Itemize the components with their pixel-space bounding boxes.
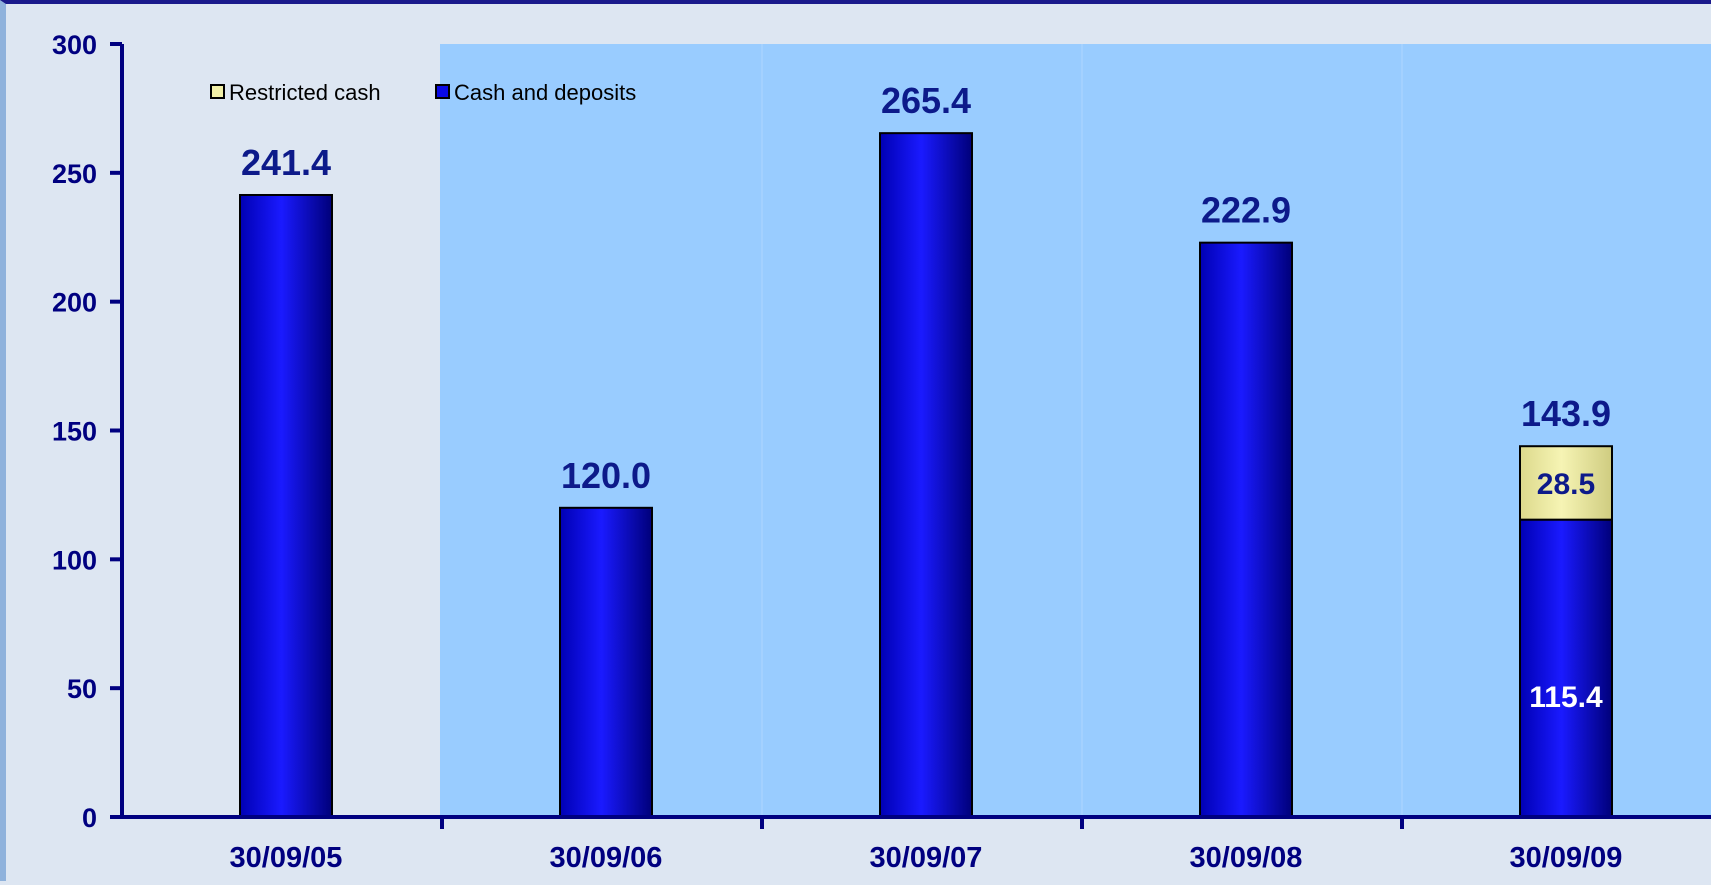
total-label: 265.4	[881, 80, 971, 121]
bar-cash-and-deposits-30/09/06	[559, 506, 653, 818]
legend-entry: Restricted cash	[229, 80, 381, 105]
bar-cash-and-deposits-30/09/09	[1519, 518, 1613, 818]
x-tick-label: 30/09/06	[550, 842, 663, 874]
y-tick-label: 300	[52, 30, 97, 60]
y-tick-label: 100	[52, 545, 97, 575]
x-tick-label: 30/09/09	[1510, 842, 1623, 874]
legend-swatch	[210, 84, 225, 99]
x-tick-label: 30/09/07	[870, 842, 983, 874]
total-label: 241.4	[241, 142, 331, 183]
legend-swatch	[435, 84, 450, 99]
total-label: 222.9	[1201, 190, 1291, 231]
y-tick-label: 250	[52, 159, 97, 189]
x-tick-label: 30/09/08	[1190, 842, 1303, 874]
bar-cash-and-deposits-30/09/07	[879, 132, 973, 819]
bar-cash-and-deposits-30/09/08	[1199, 241, 1293, 818]
total-label: 120.0	[561, 455, 651, 496]
y-tick-label: 200	[52, 288, 97, 318]
segment-value-label: 115.4	[1529, 681, 1603, 714]
y-tick-label: 150	[52, 417, 97, 447]
y-tick-label: 0	[82, 803, 97, 833]
bar-chart: 241.4 30/09/05 120.0 30/09/06 265.4 30/09/07 2…	[52, 30, 1711, 874]
segment-value-label: 28.5	[1537, 468, 1595, 501]
bar-cash-and-deposits-30/09/05	[239, 193, 333, 818]
y-tick-label: 50	[67, 674, 97, 704]
bar-restricted-cash-30/09/09	[1519, 445, 1613, 521]
total-label: 143.9	[1521, 393, 1611, 434]
legend-entry: Cash and deposits	[454, 80, 636, 105]
x-tick-label: 30/09/05	[230, 842, 343, 874]
